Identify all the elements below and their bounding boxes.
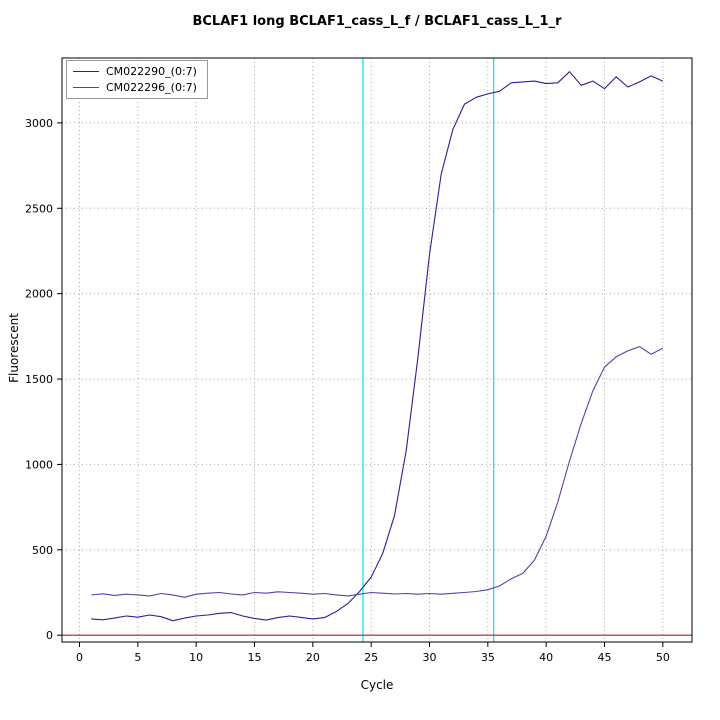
x-tick-label: 40	[539, 651, 553, 664]
chart-title: BCLAF1 long BCLAF1_cass_L_f / BCLAF1_cas…	[192, 14, 562, 29]
x-tick-label: 20	[306, 651, 320, 664]
x-tick-label: 30	[423, 651, 437, 664]
y-tick-label: 2500	[25, 202, 53, 215]
x-tick-label: 15	[248, 651, 262, 664]
x-tick-label: 5	[134, 651, 141, 664]
x-axis-label: Cycle	[360, 678, 394, 692]
y-tick-label: 1500	[25, 373, 53, 386]
y-tick-label: 500	[32, 544, 53, 557]
y-tick-label: 3000	[25, 117, 53, 130]
y-tick-label: 1000	[25, 458, 53, 471]
y-tick-label: 2000	[25, 288, 53, 301]
x-tick-label: 50	[656, 651, 670, 664]
x-tick-label: 45	[598, 651, 612, 664]
legend-item: CM022296_(0:7)	[73, 81, 197, 94]
series-2-label: CM022296_(0:7)	[106, 81, 197, 94]
legend: CM022290_(0:7) CM022296_(0:7)	[66, 60, 208, 99]
series-1-line-swatch	[73, 71, 99, 72]
x-tick-label: 25	[364, 651, 378, 664]
x-tick-label: 10	[189, 651, 203, 664]
series-line-2	[91, 346, 664, 598]
series-1-label: CM022290_(0:7)	[106, 65, 197, 78]
y-tick-label: 0	[46, 629, 53, 642]
series-2-line-swatch	[73, 87, 99, 88]
series-line-1	[91, 71, 664, 622]
x-tick-label: 35	[481, 651, 495, 664]
legend-item: CM022290_(0:7)	[73, 65, 197, 78]
x-tick-label: 0	[76, 651, 83, 664]
plot-border	[61, 57, 693, 643]
